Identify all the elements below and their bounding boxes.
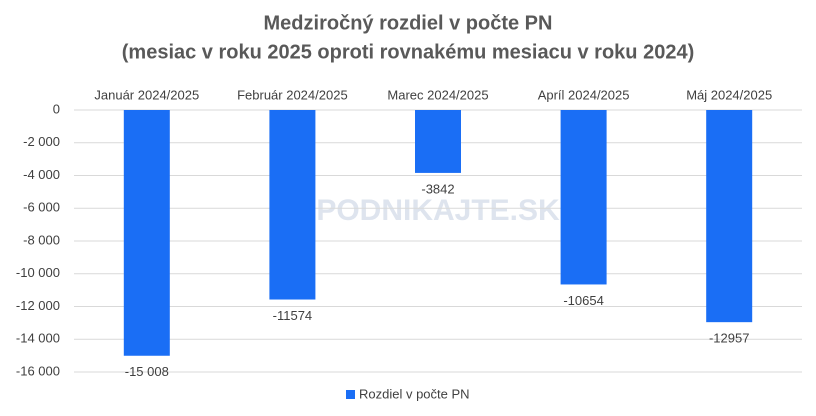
x-tick-label: Január 2024/2025 xyxy=(94,87,199,102)
y-tick-label: -16 000 xyxy=(16,363,60,378)
y-tick-label: -12 000 xyxy=(16,298,60,313)
y-tick-label: -8 000 xyxy=(23,232,60,247)
legend-label: Rozdiel v počte PN xyxy=(359,386,470,401)
data-label: -15 008 xyxy=(125,364,169,379)
bar xyxy=(415,110,461,173)
y-tick-label: -14 000 xyxy=(16,331,60,346)
bar xyxy=(123,110,170,356)
chart-subtitle: (mesiac v roku 2025 oproti rovnakému mes… xyxy=(122,41,694,63)
y-tick-label: -10 000 xyxy=(16,265,60,280)
data-label: -10654 xyxy=(563,293,603,308)
x-tick-label: Máj 2024/2025 xyxy=(686,87,772,102)
x-tick-label: Február 2024/2025 xyxy=(237,87,348,102)
y-tick-label: -6 000 xyxy=(23,200,60,215)
y-tick-label: -2 000 xyxy=(23,134,60,149)
data-label: -11574 xyxy=(273,308,313,323)
bar xyxy=(269,110,316,300)
bar xyxy=(706,110,753,323)
x-tick-label: Marec 2024/2025 xyxy=(387,87,488,102)
data-label: -3842 xyxy=(421,181,454,196)
bar xyxy=(560,110,607,285)
legend-swatch xyxy=(346,390,355,399)
x-tick-label: Apríl 2024/2025 xyxy=(538,87,630,102)
y-tick-label: -4 000 xyxy=(23,167,60,182)
y-tick-label: 0 xyxy=(53,101,60,116)
chart-title: Medziročný rozdiel v počte PN xyxy=(264,12,553,34)
watermark: PODNIKAJTE.SK xyxy=(316,194,560,227)
data-label: -12957 xyxy=(709,331,749,346)
